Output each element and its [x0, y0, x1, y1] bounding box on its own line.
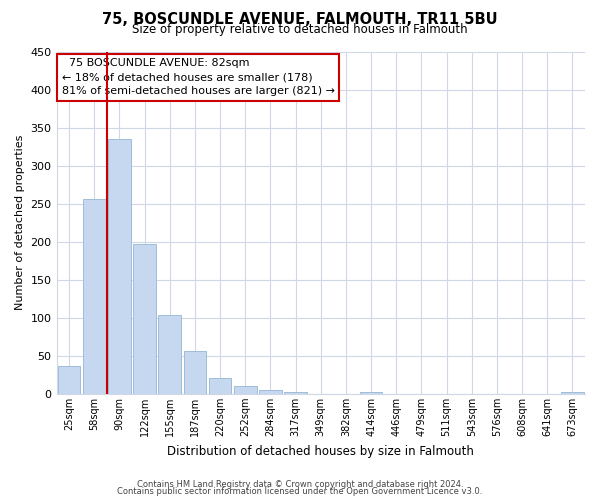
- Bar: [83, 199, 106, 394]
- Bar: [209, 378, 232, 394]
- Bar: [234, 386, 257, 394]
- Text: 75 BOSCUNDLE AVENUE: 82sqm  
← 18% of detached houses are smaller (178)
81% of s: 75 BOSCUNDLE AVENUE: 82sqm ← 18% of deta…: [62, 58, 335, 96]
- Bar: [284, 392, 307, 394]
- Bar: [133, 244, 156, 394]
- Bar: [184, 350, 206, 394]
- Text: Contains HM Land Registry data © Crown copyright and database right 2024.: Contains HM Land Registry data © Crown c…: [137, 480, 463, 489]
- Y-axis label: Number of detached properties: Number of detached properties: [15, 135, 25, 310]
- Bar: [561, 392, 584, 394]
- Bar: [108, 139, 131, 394]
- Text: Size of property relative to detached houses in Falmouth: Size of property relative to detached ho…: [132, 24, 468, 36]
- Bar: [259, 390, 282, 394]
- X-axis label: Distribution of detached houses by size in Falmouth: Distribution of detached houses by size …: [167, 444, 474, 458]
- Text: 75, BOSCUNDLE AVENUE, FALMOUTH, TR11 5BU: 75, BOSCUNDLE AVENUE, FALMOUTH, TR11 5BU: [102, 12, 498, 28]
- Bar: [58, 366, 80, 394]
- Text: Contains public sector information licensed under the Open Government Licence v3: Contains public sector information licen…: [118, 487, 482, 496]
- Bar: [158, 315, 181, 394]
- Bar: [360, 392, 382, 394]
